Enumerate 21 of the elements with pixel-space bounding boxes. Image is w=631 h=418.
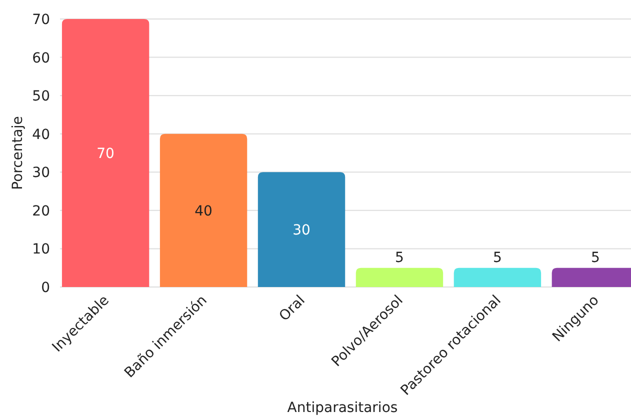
data-label: 5	[590, 250, 600, 266]
data-label: 5	[395, 250, 404, 266]
x-axis-title: Antiparasitarios	[287, 400, 398, 416]
y-tick-label: 70	[32, 12, 50, 28]
y-axis-title: Porcentaje	[10, 116, 26, 190]
y-tick-label: 30	[32, 165, 50, 182]
y-tick-label: 40	[32, 126, 50, 143]
data-label: 70	[96, 146, 114, 162]
y-tick-label: 60	[32, 50, 50, 66]
bar	[356, 268, 444, 287]
bar	[454, 268, 542, 287]
data-label: 30	[292, 222, 310, 239]
bar	[62, 19, 150, 287]
y-tick-label: 50	[32, 88, 50, 105]
bar	[258, 172, 346, 287]
bar	[160, 134, 248, 287]
y-tick-label: 20	[32, 203, 50, 220]
y-tick-label: 0	[41, 280, 50, 296]
data-label: 5	[493, 250, 502, 266]
data-label: 40	[194, 203, 212, 220]
y-tick-label: 10	[32, 242, 50, 258]
